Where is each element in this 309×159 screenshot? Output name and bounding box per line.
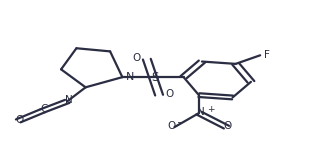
Text: −: − bbox=[177, 118, 185, 128]
Text: F: F bbox=[264, 50, 270, 60]
Text: O: O bbox=[133, 53, 141, 63]
Text: S: S bbox=[151, 71, 158, 84]
Text: +: + bbox=[207, 105, 214, 114]
Text: O: O bbox=[165, 89, 173, 99]
Text: C: C bbox=[40, 104, 47, 114]
Text: O: O bbox=[167, 121, 176, 131]
Text: O: O bbox=[224, 121, 232, 131]
Text: O: O bbox=[16, 115, 24, 125]
Text: N: N bbox=[126, 72, 134, 82]
Text: N: N bbox=[65, 95, 73, 105]
Text: N: N bbox=[197, 107, 205, 117]
